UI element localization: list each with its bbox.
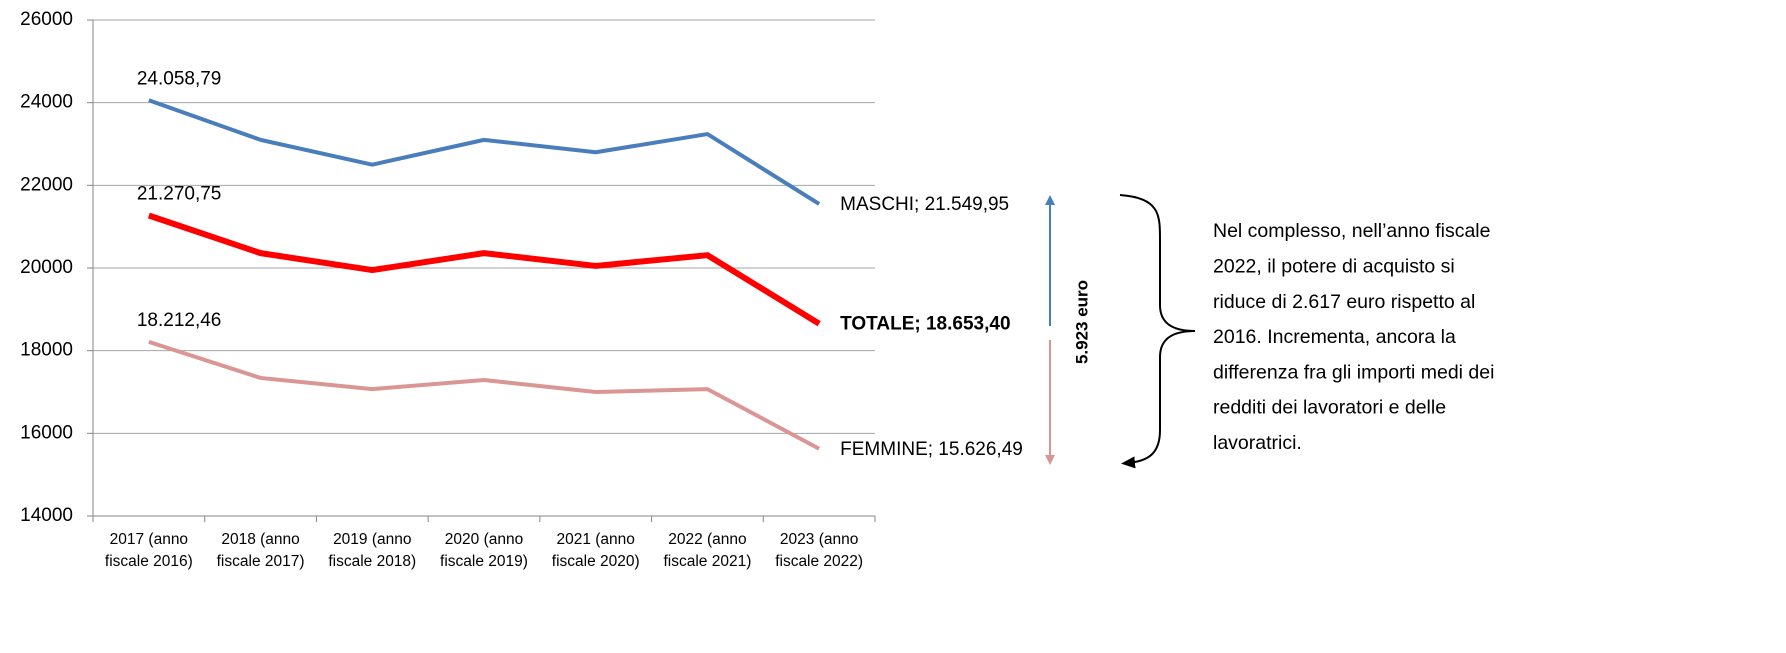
x-tick-label: 2021 (anno fiscale 2020) bbox=[552, 531, 640, 570]
value-label: 21.270,75 bbox=[137, 183, 222, 204]
x-tick-label: 2020 (anno fiscale 2019) bbox=[440, 531, 528, 570]
value-label: TOTALE; 18.653,40 bbox=[840, 314, 1010, 335]
note-line: 2016. Incrementa, ancora la bbox=[1213, 326, 1456, 348]
note-line: lavoratrici. bbox=[1213, 432, 1302, 454]
y-tick-label: 16000 bbox=[20, 422, 73, 443]
value-label: 18.212,46 bbox=[137, 310, 222, 331]
note-line: Nel complesso, nell’anno fiscale bbox=[1213, 220, 1490, 242]
note-line: differenza fra gli importi medi dei bbox=[1213, 361, 1494, 383]
line bbox=[148, 339, 821, 451]
brace bbox=[1119, 194, 1196, 469]
line bbox=[147, 212, 821, 327]
note-line: redditi dei lavoratori e delle bbox=[1213, 397, 1446, 419]
x-tick-label: 2017 (anno fiscale 2016) bbox=[105, 531, 193, 570]
note-line: riduce di 2.617 euro rispetto al bbox=[1213, 291, 1475, 313]
y-tick-label: 26000 bbox=[20, 9, 73, 30]
arrow-label: 5.923 euro bbox=[1072, 280, 1091, 364]
line bbox=[148, 98, 821, 206]
note-line: 2022, il potere di acquisto si bbox=[1213, 255, 1455, 277]
value-label: FEMMINE; 15.626,49 bbox=[840, 439, 1023, 460]
note: Nel complesso, nell’anno fiscale 2022, il… bbox=[1213, 220, 1494, 454]
x-tick-label: 2023 (anno fiscale 2022) bbox=[775, 531, 863, 570]
x-tick-label: 2019 (anno fiscale 2018) bbox=[328, 531, 416, 570]
y-tick-label: 24000 bbox=[20, 92, 73, 113]
y-tick-label: 14000 bbox=[20, 505, 73, 526]
y-tick-label: 18000 bbox=[20, 340, 73, 361]
x-tick-label: 2022 (anno fiscale 2021) bbox=[663, 531, 751, 570]
value-label: MASCHI; 21.549,95 bbox=[840, 194, 1009, 215]
value-label: 24.058,79 bbox=[137, 68, 222, 89]
y-tick-label: 20000 bbox=[20, 257, 73, 278]
x-tick-label: 2018 (anno fiscale 2017) bbox=[217, 531, 305, 570]
y-tick-label: 22000 bbox=[20, 174, 73, 195]
